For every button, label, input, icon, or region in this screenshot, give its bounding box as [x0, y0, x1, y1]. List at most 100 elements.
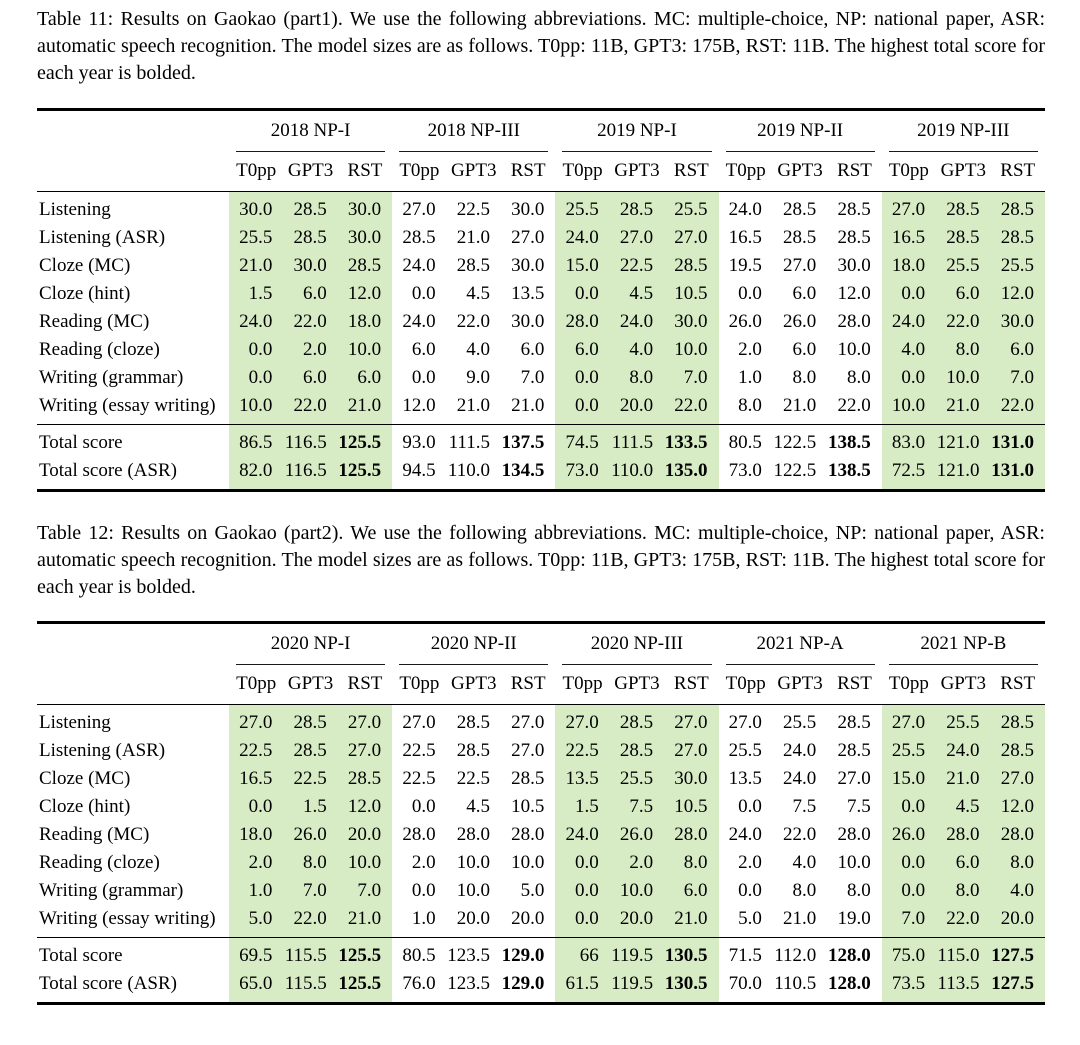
table-row: Listening 27.0 28.5 27.0 27.0 28.5 27.0 27.0 28.… [37, 704, 1045, 738]
row-label: Reading (cloze) [39, 852, 160, 874]
score-cell: 27.0 [511, 226, 545, 248]
score-cell: 22.0 [837, 394, 871, 416]
score-cell: 28.5 [283, 191, 338, 224]
model-header: T0pp [392, 665, 447, 706]
score-cell: 30.0 [664, 307, 719, 336]
row-label: Total score [37, 423, 229, 457]
row-label: Listening (ASR) [39, 740, 166, 762]
row-label: Listening [39, 198, 111, 220]
score-cell: 0.0 [881, 279, 937, 308]
score-cell: 5.0 [229, 905, 284, 938]
group-header: 2018 NP-I [229, 109, 392, 152]
score-cell: 0.0 [881, 363, 937, 392]
model-header: T0pp [881, 151, 937, 192]
table-row: Writing (essay writing) 5.0 22.0 21.0 1.0 20.… [37, 905, 1045, 938]
score-cell: 4.5 [936, 793, 991, 822]
group-header-label: 2019 NP-I [597, 119, 677, 141]
model-header: T0pp [718, 665, 773, 706]
score-cell: 25.5 [229, 223, 284, 252]
score-cell: 22.0 [283, 307, 338, 336]
score-cell: 27.0 [511, 740, 545, 762]
score-cell: 122.5 [773, 459, 817, 481]
score-cell: 15.0 [881, 765, 937, 794]
score-cell: 115.5 [283, 937, 338, 971]
corner-cell [37, 109, 229, 152]
score-cell: 1.5 [229, 279, 284, 308]
score-cell: 0.0 [738, 796, 762, 818]
table-row: Listening 30.0 28.5 30.0 27.0 22.5 30.0 25.5 28.… [37, 191, 1045, 224]
model-header: T0pp [718, 151, 773, 192]
model-header: RST [827, 665, 882, 706]
score-cell: 27.0 [990, 765, 1045, 794]
score-cell: 61.5 [555, 970, 610, 1004]
score-cell: 8.0 [936, 877, 991, 906]
group-header-label: 2020 NP-II [430, 633, 517, 655]
score-cell: 93.0 [392, 423, 447, 457]
score-cell: 30.0 [664, 765, 719, 794]
score-cell: 7.5 [792, 796, 817, 818]
row-label: Listening [39, 712, 111, 734]
score-cell: 7.0 [337, 877, 393, 906]
score-cell: 8.0 [609, 363, 665, 392]
score-cell: 80.5 [718, 423, 773, 457]
score-cell: 26.0 [783, 310, 817, 332]
score-cell: 25.5 [609, 765, 665, 794]
table-row: Listening (ASR) 25.5 28.5 30.0 28.5 21.0 27.0 2… [37, 223, 1045, 252]
score-cell: 28.0 [664, 821, 719, 850]
score-cell: 20.0 [511, 908, 545, 930]
score-cell: 21.0 [936, 765, 991, 794]
model-header: T0pp [881, 665, 937, 706]
score-cell: 94.5 [402, 459, 436, 481]
group-header-label: 2021 NP-B [920, 633, 1007, 655]
score-cell: 7.0 [664, 363, 719, 392]
group-header-label: 2020 NP-III [590, 633, 684, 655]
score-cell: 24.0 [229, 307, 284, 336]
score-cell: 10.0 [337, 849, 393, 878]
score-cell: 0.0 [555, 877, 610, 906]
score-cell: 21.0 [229, 251, 284, 280]
score-cell: 22.5 [283, 765, 338, 794]
score-cell: 28.5 [837, 226, 871, 248]
score-cell: 66 [555, 937, 610, 971]
score-cell: 1.5 [283, 793, 338, 822]
score-cell: 6.0 [337, 363, 393, 392]
score-cell: 10.0 [837, 852, 871, 874]
score-cell: 8.0 [792, 366, 817, 388]
score-cell: 13.5 [728, 768, 762, 790]
score-cell: 4.5 [466, 282, 490, 304]
score-cell: 28.5 [456, 740, 490, 762]
model-header: RST [664, 665, 719, 706]
score-cell: 28.5 [783, 226, 817, 248]
row-label: Total score (ASR) [39, 459, 177, 481]
score-cell: 27.0 [511, 712, 545, 734]
row-label: Total score [37, 937, 229, 971]
score-cell: 12.0 [990, 279, 1045, 308]
group-header-row: 2020 NP-I 2020 NP-II 2020 NP-III 2021 NP-A 2… [37, 623, 1045, 666]
score-cell: 111.5 [446, 423, 501, 457]
score-cell: 30.0 [837, 254, 871, 276]
score-cell: 6.0 [411, 338, 436, 360]
score-cell: 6.0 [520, 338, 545, 360]
group-header: 2020 NP-III [555, 623, 718, 666]
score-cell: 75.0 [881, 937, 937, 971]
score-cell: 8.0 [283, 849, 338, 878]
group-header-rule: 2020 NP-III [562, 633, 712, 666]
score-cell: 6.0 [792, 338, 817, 360]
row-label: Cloze (hint) [39, 282, 131, 304]
score-cell: 13.5 [511, 282, 545, 304]
score-cell: 0.0 [411, 282, 436, 304]
score-cell: 28.5 [283, 737, 338, 766]
score-cell: 20.0 [456, 908, 490, 930]
score-cell: 27.0 [728, 712, 762, 734]
model-header: GPT3 [283, 665, 338, 706]
score-cell: 82.0 [229, 456, 284, 491]
score-cell: 121.0 [936, 423, 991, 457]
score-cell: 25.5 [555, 191, 610, 224]
score-cell: 12.0 [837, 282, 871, 304]
score-cell: 21.0 [456, 226, 490, 248]
row-label: Writing (essay writing) [39, 394, 216, 416]
score-cell: 69.5 [229, 937, 284, 971]
table-header: 2020 NP-I 2020 NP-II 2020 NP-III 2021 NP-A 2… [37, 623, 1045, 706]
score-cell: 28.0 [402, 824, 436, 846]
score-cell: 21.0 [664, 905, 719, 938]
